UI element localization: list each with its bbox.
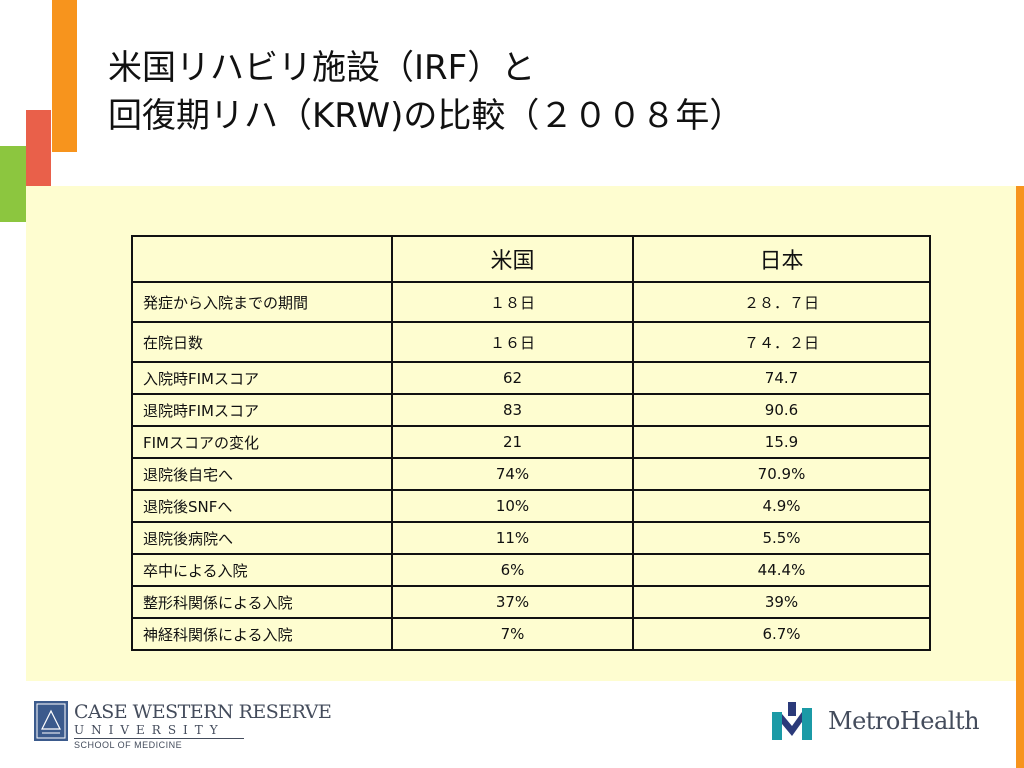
table-header-row: 米国 日本	[131, 235, 931, 283]
decor-bar-orange-right	[1016, 186, 1024, 768]
usa-value: 21	[391, 425, 634, 459]
usa-value: 74%	[391, 457, 634, 491]
usa-value: 83	[391, 393, 634, 427]
cwru-university: UNIVERSITY	[74, 723, 225, 737]
table-row: 退院時FIMスコア 83 90.6	[131, 393, 931, 427]
row-label: 退院後自宅へ	[131, 457, 393, 491]
japan-value: ２８．７日	[632, 281, 931, 323]
metrohealth-logo: MetroHealth	[770, 700, 990, 746]
header-cell-blank	[131, 235, 393, 283]
row-label: 退院後SNFへ	[131, 489, 393, 523]
table-row: 発症から入院までの期間 １８日 ２８．７日	[131, 281, 931, 323]
decor-bar-green	[0, 146, 26, 222]
table-row: 整形科関係による入院 37% 39%	[131, 585, 931, 619]
usa-value: １８日	[391, 281, 634, 323]
table-row: 神経科関係による入院 7% 6.7%	[131, 617, 931, 651]
row-label: 退院時FIMスコア	[131, 393, 393, 427]
row-label: 退院後病院へ	[131, 521, 393, 555]
metrohealth-mark-icon	[772, 702, 812, 740]
usa-value: 6%	[391, 553, 634, 587]
usa-value: 11%	[391, 521, 634, 555]
row-label: 入院時FIMスコア	[131, 361, 393, 395]
table-row: 退院後病院へ 11% 5.5%	[131, 521, 931, 555]
metrohealth-name: MetroHealth	[828, 707, 980, 735]
table-row: 卒中による入院 6% 44.4%	[131, 553, 931, 587]
usa-value: 10%	[391, 489, 634, 523]
table-row: 退院後自宅へ 74% 70.9%	[131, 457, 931, 491]
row-label: 発症から入院までの期間	[131, 281, 393, 323]
table-row: 在院日数 １６日 ７４．２日	[131, 321, 931, 363]
decor-bar-red	[26, 110, 51, 186]
japan-value: 70.9%	[632, 457, 931, 491]
japan-value: 5.5%	[632, 521, 931, 555]
japan-value: 44.4%	[632, 553, 931, 587]
table-row: FIMスコアの変化 21 15.9	[131, 425, 931, 459]
japan-value: ７４．２日	[632, 321, 931, 363]
slide-title-line1: 米国リハビリ施設（IRF）と	[108, 48, 536, 88]
table-row: 退院後SNFへ 10% 4.9%	[131, 489, 931, 523]
row-label: 在院日数	[131, 321, 393, 363]
cwru-school: SCHOOL OF MEDICINE	[74, 740, 183, 750]
row-label: 神経科関係による入院	[131, 617, 393, 651]
comparison-table: 米国 日本 発症から入院までの期間 １８日 ２８．７日 在院日数 １６日 ７４．…	[131, 235, 931, 651]
cwru-seal-icon	[34, 701, 68, 741]
usa-value: 37%	[391, 585, 634, 619]
decor-bar-orange	[52, 0, 77, 152]
slide-title-line2: 回復期リハ（KRW)の比較（２００８年）	[108, 96, 744, 136]
slide-title: 米国リハビリ施設（IRF）と 回復期リハ（KRW)の比較（２００８年）	[108, 44, 743, 140]
usa-value: 62	[391, 361, 634, 395]
cwru-divider	[74, 738, 244, 739]
row-label: 卒中による入院	[131, 553, 393, 587]
row-label: 整形科関係による入院	[131, 585, 393, 619]
header-cell-japan: 日本	[632, 235, 931, 283]
usa-value: １６日	[391, 321, 634, 363]
table-row: 入院時FIMスコア 62 74.7	[131, 361, 931, 395]
row-label: FIMスコアの変化	[131, 425, 393, 459]
japan-value: 4.9%	[632, 489, 931, 523]
header-cell-usa: 米国	[391, 235, 634, 283]
japan-value: 6.7%	[632, 617, 931, 651]
japan-value: 39%	[632, 585, 931, 619]
cwru-logo: CASE WESTERN RESERVE UNIVERSITY SCHOOL O…	[34, 697, 332, 753]
japan-value: 90.6	[632, 393, 931, 427]
usa-value: 7%	[391, 617, 634, 651]
cwru-name: CASE WESTERN RESERVE	[74, 701, 332, 723]
japan-value: 15.9	[632, 425, 931, 459]
japan-value: 74.7	[632, 361, 931, 395]
